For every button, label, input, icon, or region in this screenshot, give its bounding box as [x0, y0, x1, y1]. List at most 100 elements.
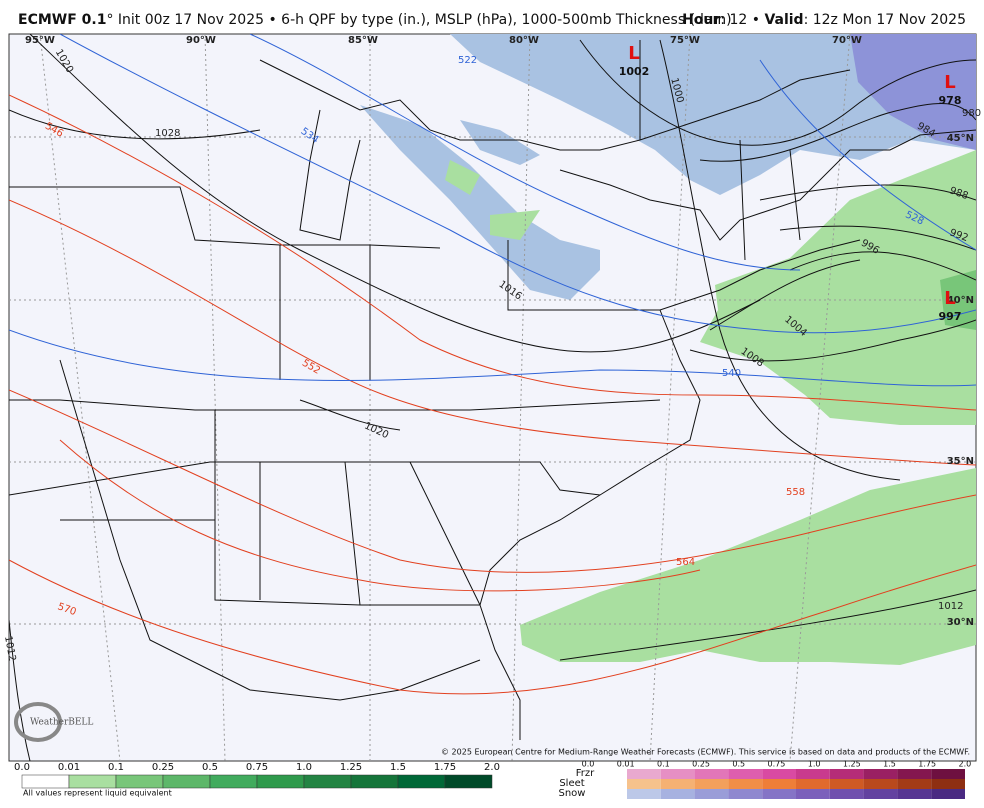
rain-swatch [115, 774, 164, 789]
rain-swatch [350, 774, 399, 789]
heavy-snow-area [850, 34, 976, 150]
type-swatch [660, 789, 695, 799]
lake-snow-band [460, 120, 540, 165]
qpf-tick-label: 2.0 [484, 762, 500, 773]
type-swatch [627, 789, 661, 799]
low-symbol: L [944, 72, 955, 93]
type-tick-label: 1.75 [918, 760, 936, 769]
type-tick-label: 0.25 [692, 760, 710, 769]
rain-swatch [303, 774, 352, 789]
longitude-label: 70°W [832, 35, 862, 46]
thickness-label: 540 [722, 368, 741, 379]
type-tick-label: 1.25 [843, 760, 861, 769]
type-swatch [694, 779, 729, 789]
type-tick-label: 1.5 [883, 760, 896, 769]
rain-swatch [209, 774, 258, 789]
type-swatch [931, 789, 965, 799]
qpf-tick-label: 0.1 [108, 762, 124, 773]
qpf-tick-label: 1.5 [390, 762, 406, 773]
type-swatch [897, 789, 932, 799]
type-swatch [829, 779, 864, 789]
low-pressure: 997 [939, 310, 962, 323]
type-tick-label: 0.0 [582, 760, 595, 769]
logo: WeatherBELL [14, 702, 93, 742]
isobar-label: 1012 [938, 601, 963, 612]
map: 95°W 90°W 85°W 80°W 75°W 70°W 45°N 40°N … [2, 33, 981, 762]
isobar-label: 1012 [2, 635, 17, 662]
rain-area [520, 468, 976, 665]
rain-swatch [444, 774, 493, 789]
type-swatch [931, 769, 965, 779]
thickness-label: 522 [458, 55, 477, 66]
qpf-tick-label: 0.01 [58, 762, 80, 773]
longitude-label: 85°W [348, 35, 378, 46]
rain-swatch [21, 774, 70, 789]
rain-area [445, 160, 480, 195]
rain-swatch [68, 774, 117, 789]
type-tick-label: 1.0 [808, 760, 821, 769]
isobar-label: 980 [962, 108, 981, 119]
latitude-label: 40°N [947, 295, 974, 306]
type-swatch [694, 769, 729, 779]
type-swatch [931, 779, 965, 789]
type-swatch [660, 769, 695, 779]
qpf-tick-label: 1.75 [434, 762, 456, 773]
type-swatch [660, 779, 695, 789]
type-swatch [897, 779, 932, 789]
latitude-label: 45°N [947, 133, 974, 144]
precip-type: Sleet [559, 778, 584, 789]
precip-type: Snow [559, 788, 586, 799]
latitude-label: 35°N [947, 456, 974, 467]
rain-swatch [397, 774, 446, 789]
precip-type: Frzr [576, 768, 595, 779]
type-swatch [728, 789, 763, 799]
header-title: ECMWF 0.1° Init 00z 17 Nov 2025 • 6-h QP… [18, 12, 732, 28]
qpf-tick-label: 0.5 [202, 762, 218, 773]
type-tick-label: 0.01 [617, 760, 635, 769]
longitude-label: 75°W [670, 35, 700, 46]
longitude-label: 80°W [509, 35, 539, 46]
lake-snow-band [360, 105, 600, 300]
qpf-tick-label: 1.25 [340, 762, 362, 773]
type-swatch [796, 769, 830, 779]
type-tick-label: 0.5 [732, 760, 745, 769]
type-swatch [627, 769, 661, 779]
longitude-label: 90°W [186, 35, 216, 46]
qpf-tick-label: 0.75 [246, 762, 268, 773]
legend-note: All values represent liquid equivalent [23, 789, 172, 798]
latitude-label: 30°N [947, 617, 974, 628]
rain-area [940, 270, 976, 330]
longitude-label: 95°W [25, 35, 55, 46]
logo-text: WeatherBELL [30, 718, 93, 728]
thickness-label: 564 [676, 557, 695, 568]
low-symbol: L [628, 43, 639, 64]
type-tick-label: 0.75 [768, 760, 786, 769]
type-swatch [762, 779, 796, 789]
type-tick-label: 2.0 [959, 760, 972, 769]
isobar-label: 1028 [155, 128, 180, 139]
type-swatch [728, 769, 763, 779]
header-valid: Hour: 12 • Valid: 12z Mon 17 Nov 2025 [682, 12, 966, 28]
type-swatch [796, 789, 830, 799]
type-swatch [897, 769, 932, 779]
qpf-tick-label: 1.0 [296, 762, 312, 773]
thickness-label: 558 [786, 487, 805, 498]
qpf-tick-label: 0.25 [152, 762, 174, 773]
type-swatch [627, 779, 661, 789]
type-swatch [694, 789, 729, 799]
type-swatch [863, 769, 898, 779]
type-swatch [863, 789, 898, 799]
low-symbol: L [944, 288, 955, 309]
legend: All values represent liquid equivalent F… [23, 768, 595, 799]
type-tick-label: 0.1 [657, 760, 670, 769]
type-swatch [762, 789, 796, 799]
type-swatch [796, 779, 830, 789]
type-swatch [829, 769, 864, 779]
rain-swatch [162, 774, 211, 789]
rain-swatch [256, 774, 305, 789]
type-swatch [829, 789, 864, 799]
type-swatch [762, 769, 796, 779]
rain-area [490, 210, 540, 240]
type-swatch [728, 779, 763, 789]
